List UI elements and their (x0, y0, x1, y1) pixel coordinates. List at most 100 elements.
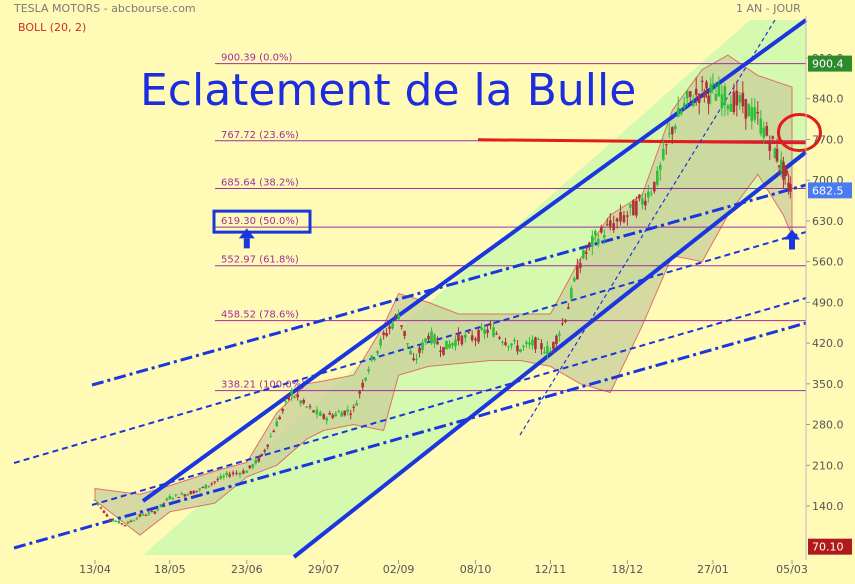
candle-body (433, 334, 436, 344)
candle-body (171, 498, 175, 500)
candle-body (726, 105, 730, 110)
candle-body (373, 358, 376, 360)
candle-body (573, 278, 576, 282)
candle-body (263, 450, 267, 452)
candle-body (785, 170, 789, 174)
candle-body (156, 509, 160, 511)
y-tick-label: 560.0 (812, 256, 844, 269)
candle-body (729, 103, 733, 112)
candle-body (192, 490, 196, 494)
candle-body (564, 319, 567, 323)
candle-body (210, 483, 214, 485)
candle-body (782, 161, 785, 180)
candle-body (513, 339, 516, 342)
candle-body (445, 340, 448, 350)
y-tick-label: 840.0 (812, 93, 844, 106)
candle-body (337, 411, 341, 413)
candle-body (183, 494, 187, 497)
y-tick-label: 630.0 (812, 215, 844, 228)
candle-body (717, 84, 721, 97)
candle-body (189, 491, 193, 495)
candle-body (673, 126, 677, 130)
y-tick-label: 280.0 (812, 419, 844, 432)
candle-body (319, 412, 322, 416)
y-tick-label: 140.0 (812, 500, 844, 513)
x-tick-label: 18/05 (154, 563, 186, 576)
candle-body (707, 95, 710, 104)
candle-body (602, 234, 606, 238)
candle-body (682, 103, 686, 108)
candle-body (750, 106, 754, 122)
candles (93, 73, 792, 527)
candle-body (780, 159, 783, 171)
candle-body (96, 503, 100, 505)
candle-body (470, 335, 474, 341)
candle-body (349, 413, 353, 415)
candle-body (99, 507, 103, 509)
candle-body (436, 341, 439, 345)
y-tick-label: 770.0 (812, 133, 844, 146)
x-tick-label: 08/10 (460, 563, 492, 576)
candle-body (762, 127, 766, 138)
candle-body (159, 504, 163, 507)
candle-body (703, 91, 706, 98)
candle-body (579, 262, 582, 268)
candle-body (775, 148, 779, 162)
candle-body (697, 94, 701, 104)
candle-body (516, 345, 519, 352)
y-tick-label: 350.0 (812, 378, 844, 391)
candle-body (228, 474, 231, 477)
candle-body (254, 459, 258, 464)
candle-body (343, 410, 347, 416)
candle-body (346, 409, 350, 412)
price-badge-box (808, 182, 852, 199)
candle-body (777, 165, 781, 168)
candle-body (626, 215, 629, 217)
candle-body (305, 406, 308, 408)
arrow-head (238, 228, 255, 239)
candle-body (561, 323, 564, 325)
arrow-head (784, 229, 800, 240)
lower-dashed-line-1 (13, 231, 807, 464)
candle-body (555, 335, 558, 345)
candle-body (361, 382, 364, 388)
price-badge-box (808, 55, 852, 72)
candle-body (570, 288, 573, 299)
candle-body (582, 250, 585, 259)
candle-body (519, 349, 522, 352)
candle-body (201, 487, 205, 489)
candle-body (245, 470, 249, 473)
candle-body (525, 342, 528, 345)
candle-body (460, 335, 464, 345)
candle-body (486, 329, 489, 333)
y-tick-label: 490.0 (812, 296, 844, 309)
candle-body (641, 198, 644, 205)
candle-body (105, 514, 109, 517)
price-badge-label: 900.4 (812, 58, 844, 71)
candle-body (281, 408, 285, 412)
candle-body (334, 413, 338, 417)
candle-body (248, 465, 252, 469)
x-tick-label: 02/09 (383, 563, 415, 576)
channel-upper-line (141, 18, 808, 503)
arrow-up-icon (238, 228, 255, 249)
fibo-label: 338.21 (100.0%) (221, 380, 305, 391)
candle-body (765, 125, 769, 136)
candle-body (783, 165, 787, 177)
candle-body (415, 358, 418, 360)
candle-body (207, 485, 211, 487)
candle-body (117, 520, 121, 524)
candle-body (504, 342, 507, 346)
candle-body (647, 191, 650, 198)
candle-body (370, 355, 373, 361)
candle-body (605, 224, 609, 226)
candle-body (315, 409, 319, 415)
x-tick-label: 13/04 (79, 563, 111, 576)
fibo-highlight-box (212, 209, 312, 234)
candle-body (546, 345, 549, 355)
candle-body (510, 343, 513, 346)
candle-body (126, 521, 130, 524)
candle-body (622, 215, 626, 222)
